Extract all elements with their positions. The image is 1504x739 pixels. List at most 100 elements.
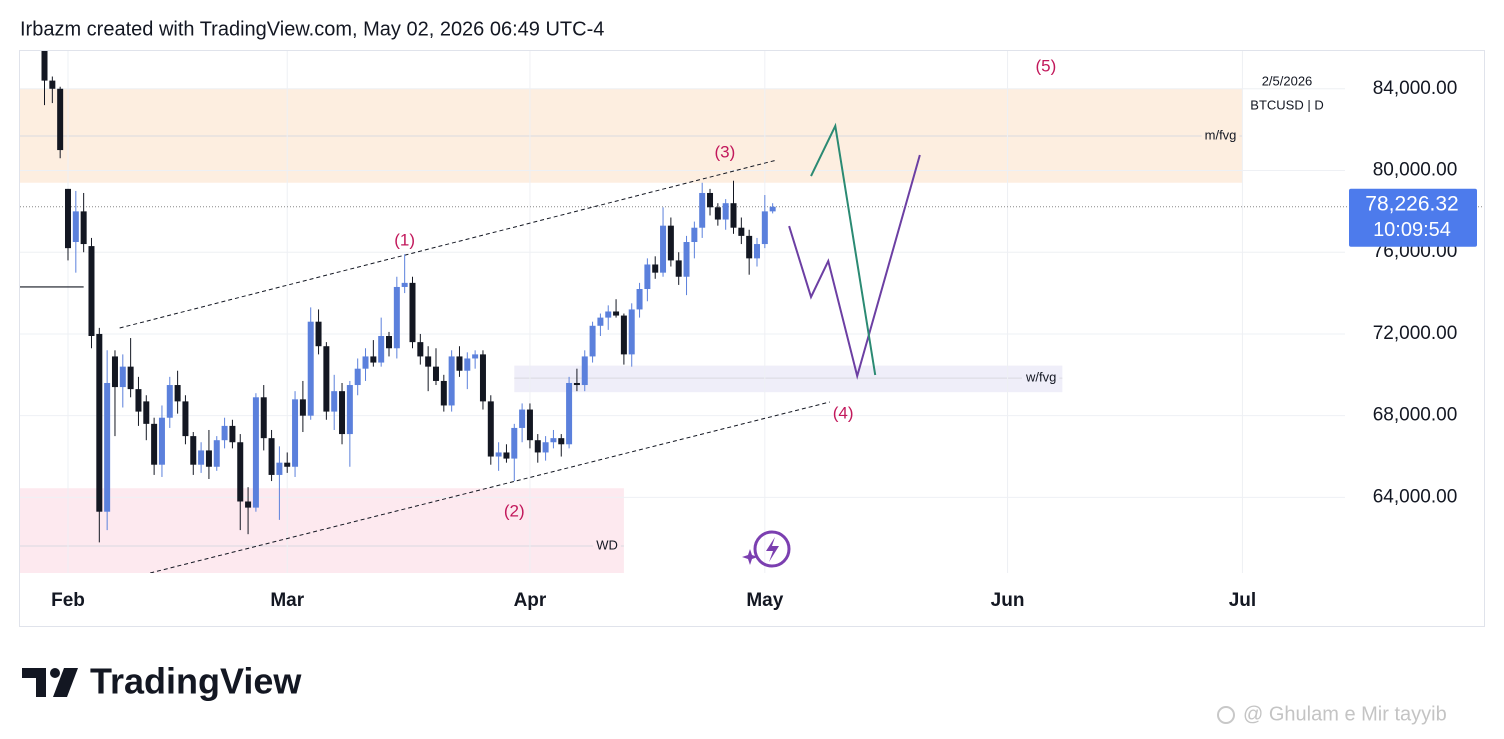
candle-body	[143, 401, 150, 424]
candle-body	[730, 203, 737, 228]
candle-body	[346, 385, 353, 435]
candle-body	[268, 438, 275, 475]
candle-body	[315, 321, 322, 347]
candle-body	[542, 442, 549, 453]
zone-label: WD	[596, 537, 618, 552]
candle-body	[80, 211, 87, 245]
x-tick-label: Feb	[51, 590, 85, 611]
candle-body	[354, 368, 361, 386]
zone-label-bg	[1201, 126, 1240, 144]
candle-body	[151, 423, 158, 465]
watermark: @ Ghulam e Mir tayyib	[1217, 703, 1447, 725]
candle-body	[495, 452, 502, 457]
candle-body	[573, 382, 580, 386]
candle-body	[378, 335, 385, 363]
icon-ring	[753, 530, 791, 568]
candle-body	[135, 389, 142, 412]
candle-body	[722, 203, 729, 220]
x-tick-label: May	[746, 590, 783, 611]
candle-body	[503, 452, 510, 459]
candle-body	[699, 192, 706, 228]
candle-body	[276, 462, 283, 475]
projection-path	[810, 122, 877, 376]
candle-body	[417, 342, 424, 357]
candle-body	[88, 246, 95, 336]
candle-body	[299, 399, 306, 416]
plot	[20, 51, 921, 573]
candle-body	[479, 354, 486, 402]
candle-body	[581, 356, 588, 386]
candle-body	[534, 440, 541, 453]
candle-body	[229, 425, 236, 443]
candle-body	[589, 325, 596, 357]
candle-body	[339, 391, 346, 435]
watermark-icon	[1217, 706, 1235, 724]
candle-body	[237, 442, 244, 502]
zone-label-bg	[1022, 368, 1060, 386]
candle-body	[49, 80, 56, 89]
candle-body	[307, 321, 314, 416]
zone	[20, 488, 624, 573]
candle-body	[292, 399, 299, 467]
watermark-text: @ Ghulam e Mir tayyib	[1243, 703, 1447, 725]
candle-body	[425, 356, 432, 367]
candle-body	[198, 450, 205, 465]
candle-body	[675, 260, 682, 277]
candle-body	[636, 289, 643, 310]
candle-body	[597, 317, 604, 326]
candle-body	[41, 51, 48, 81]
candle-body	[652, 264, 659, 273]
candle-body	[221, 425, 228, 441]
candle-body	[252, 397, 259, 508]
candle-body	[464, 358, 471, 371]
candle-body	[127, 366, 134, 390]
candle-body	[519, 409, 526, 428]
candle-body	[683, 242, 690, 277]
zone-label: m/fvg	[1205, 127, 1237, 142]
candle-body	[660, 225, 667, 273]
zone-label-bg	[593, 536, 621, 554]
x-tick-label: Jul	[1229, 590, 1256, 611]
candle-body	[64, 188, 71, 249]
y-tick-label: 72,000.00	[1373, 323, 1458, 344]
candle-body	[401, 282, 408, 287]
candle-body	[487, 401, 494, 457]
candle-body	[166, 385, 173, 418]
icon-sparkle	[742, 549, 758, 565]
logo-dot	[50, 668, 60, 678]
candle-body	[190, 436, 197, 465]
candle-body	[526, 409, 533, 441]
candle-body	[57, 88, 64, 151]
candle-body	[323, 346, 330, 412]
candle-body	[440, 380, 447, 406]
candle-body	[205, 450, 212, 467]
projection-path	[788, 154, 921, 380]
candle-body	[550, 438, 557, 443]
candle-body	[213, 440, 220, 467]
candle-body	[769, 206, 776, 212]
candle-body	[448, 356, 455, 406]
candle-body	[331, 391, 338, 412]
price-label: 78,226.32	[1365, 192, 1458, 215]
candle-body	[707, 192, 714, 208]
brand-logo	[22, 668, 78, 697]
candle-body	[260, 397, 267, 439]
plot-under	[20, 88, 1243, 573]
axes: 64,000.0068,000.0072,000.0076,000.0080,0…	[51, 78, 1457, 611]
candle-body	[472, 354, 479, 359]
candle-body	[362, 356, 369, 369]
candle-body	[566, 382, 573, 445]
candle-body	[245, 501, 252, 508]
candle-body	[158, 417, 165, 465]
candle-body	[96, 333, 103, 512]
candle-body	[182, 401, 189, 437]
countdown: 10:09:54	[1373, 219, 1451, 241]
candle-body	[174, 385, 181, 402]
y-tick-label: 80,000.00	[1373, 160, 1458, 181]
y-tick-label: 84,000.00	[1373, 78, 1458, 99]
candle-body	[667, 225, 674, 261]
candle-body	[644, 264, 651, 290]
brand: TradingView	[90, 661, 302, 702]
wave-label: (2)	[504, 502, 525, 521]
